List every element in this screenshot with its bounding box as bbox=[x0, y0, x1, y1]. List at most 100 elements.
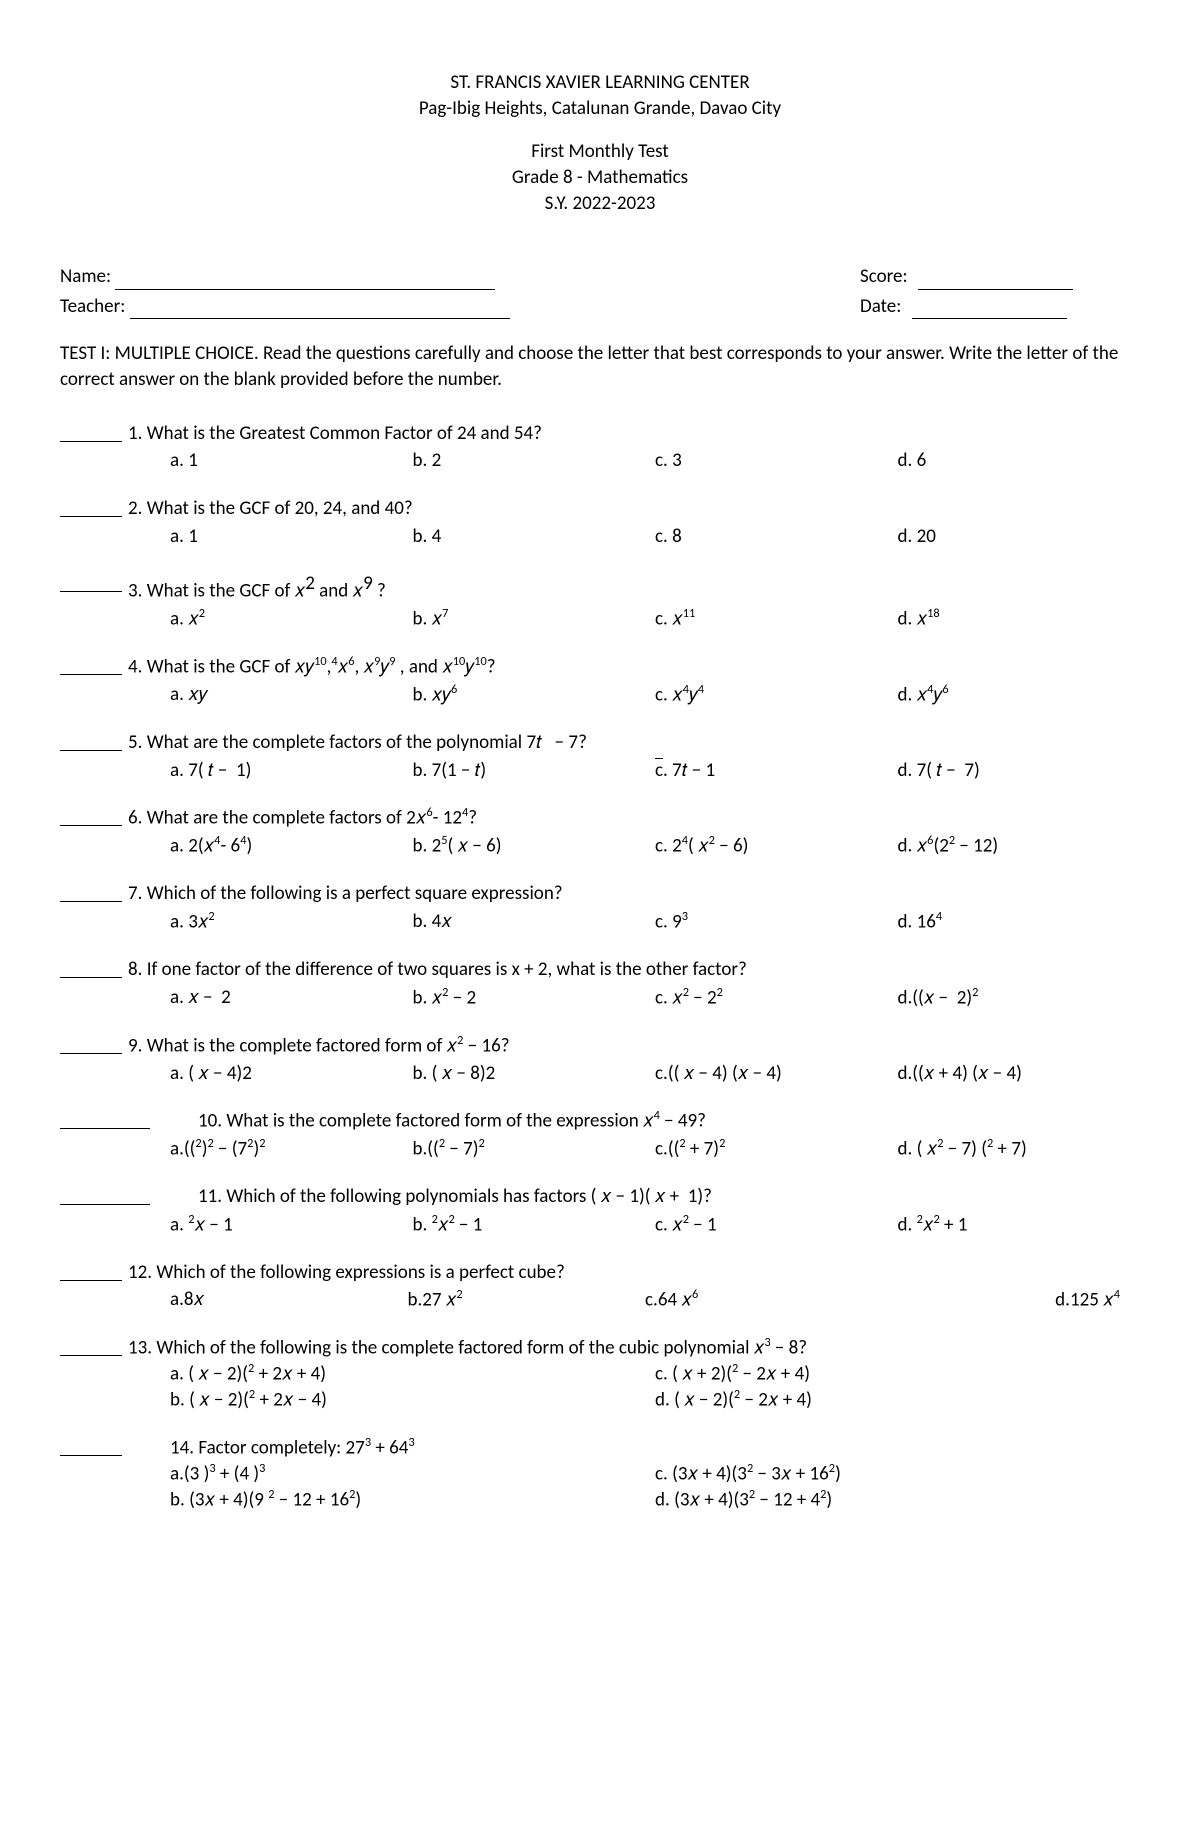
choice: c.((2 + 7)2 bbox=[655, 1136, 898, 1162]
choices-row: a. 𝑥𝑦b. 𝑥𝑦6c. 𝑥4𝑦4d. 𝑥4𝑦6 bbox=[60, 682, 1140, 708]
choice: a. ( 𝑥 − 4)2 bbox=[170, 1061, 413, 1087]
answer-blank[interactable] bbox=[60, 496, 122, 517]
choice: c. 24( 𝑥2 − 6) bbox=[655, 833, 898, 859]
choices-row: a.8𝑥b.27 𝑥2c.64 𝑥6d.125 𝑥4 bbox=[60, 1287, 1140, 1313]
choice: c.64 𝑥6 bbox=[645, 1287, 883, 1313]
choices-two-col: a.(3 )3 + (4 )3c. (3𝑥 + 4)(32 − 3𝑥 + 162… bbox=[60, 1461, 1140, 1513]
choice: d. 2𝑥2 + 1 bbox=[898, 1212, 1141, 1238]
answer-blank[interactable] bbox=[60, 571, 122, 592]
answer-blank[interactable] bbox=[60, 1108, 150, 1129]
choice: a.((2)2 − (72)2 bbox=[170, 1136, 413, 1162]
question-text: 8. If one factor of the difference of tw… bbox=[128, 957, 1140, 983]
choice: b. 𝑥2 − 2 bbox=[413, 985, 656, 1011]
name-field: Name: bbox=[60, 264, 860, 290]
instructions: TEST I: MULTIPLE CHOICE. Read the questi… bbox=[60, 341, 1140, 392]
choice: b. 2 bbox=[413, 448, 656, 474]
choice: d. (3𝑥 + 4)(32 − 12 + 42) bbox=[655, 1487, 1140, 1513]
choices-row: a. 2𝑥 − 1b. 2𝑥2 − 1c. 𝑥2 − 1d. 2𝑥2 + 1 bbox=[60, 1212, 1140, 1238]
choices-row: a. 7( 𝑡 − 1)b. 7(1 − 𝑡)c. 7𝑡 − 1d. 7( 𝑡 … bbox=[60, 758, 1140, 784]
choice: a. 2𝑥 − 1 bbox=[170, 1212, 413, 1238]
question-2: 2. What is the GCF of 20, 24, and 40?a. … bbox=[60, 496, 1140, 549]
school-address: Pag-Ibig Heights, Catalunan Grande, Dava… bbox=[60, 96, 1140, 122]
choice: d. 7( 𝑡 − 7) bbox=[898, 758, 1141, 784]
choice: b. ( 𝑥 − 8)2 bbox=[413, 1061, 656, 1087]
score-label: Score: bbox=[860, 265, 908, 288]
choice: c. 8 bbox=[655, 524, 898, 550]
choice: b.27 𝑥2 bbox=[408, 1287, 646, 1313]
choice: a. 1 bbox=[170, 524, 413, 550]
teacher-label: Teacher: bbox=[60, 295, 125, 318]
answer-blank[interactable] bbox=[60, 1184, 150, 1205]
choice: a.(3 )3 + (4 )3 bbox=[170, 1461, 655, 1487]
answer-blank[interactable] bbox=[60, 805, 122, 826]
choice: d. 𝑥18 bbox=[898, 606, 1141, 632]
question-5: 5. What are the complete factors of the … bbox=[60, 730, 1140, 783]
choices-row: a. 1b. 2c. 3d. 6 bbox=[60, 448, 1140, 474]
choice: a. 2(𝑥4- 64) bbox=[170, 833, 413, 859]
choices-row: a. 1b. 4c. 8d. 20 bbox=[60, 524, 1140, 550]
choice: c. 𝑥2 − 22 bbox=[655, 985, 898, 1011]
choice: a.8𝑥 bbox=[170, 1287, 408, 1313]
choice: b. 𝑥𝑦6 bbox=[413, 682, 656, 708]
choice: c. 𝑥11 bbox=[655, 606, 898, 632]
choice: b. 4𝑥 bbox=[413, 909, 656, 935]
answer-blank[interactable] bbox=[60, 1260, 122, 1281]
question-12: 12. Which of the following expressions i… bbox=[60, 1260, 1140, 1314]
choice: c. 7𝑡 − 1 bbox=[655, 758, 898, 784]
choices-row: a. 3𝑥2b. 4𝑥c. 93d. 164 bbox=[60, 909, 1140, 935]
choice: b. (3𝑥 + 4)(9 2 − 12 + 162) bbox=[170, 1487, 655, 1513]
answer-blank[interactable] bbox=[60, 421, 122, 442]
choices-row: a. 𝑥2b. 𝑥7c. 𝑥11d. 𝑥18 bbox=[60, 606, 1140, 632]
choice: c. 𝑥2 − 1 bbox=[655, 1212, 898, 1238]
test-title: First Monthly Test bbox=[60, 139, 1140, 165]
choice: c.(( 𝑥 − 4) (𝑥 − 4) bbox=[655, 1061, 898, 1087]
question-text: 14. Factor completely: 273 + 643 bbox=[128, 1435, 1140, 1461]
choice: c. (3𝑥 + 4)(32 − 3𝑥 + 162) bbox=[655, 1461, 1140, 1487]
teacher-field: Teacher: bbox=[60, 294, 860, 320]
choices-two-col: a. ( 𝑥 − 2)(2 + 2𝑥 + 4)c. ( 𝑥 + 2)(2 − 2… bbox=[60, 1361, 1140, 1413]
choice: a. 𝑥𝑦 bbox=[170, 682, 413, 708]
date-field: Date: bbox=[860, 294, 1140, 320]
choice: c. ( 𝑥 + 2)(2 − 2𝑥 + 4) bbox=[655, 1361, 1140, 1387]
question-text: 2. What is the GCF of 20, 24, and 40? bbox=[128, 496, 1140, 522]
choice: a. 1 bbox=[170, 448, 413, 474]
school-name: ST. FRANCIS XAVIER LEARNING CENTER bbox=[60, 70, 1140, 96]
question-9: 9. What is the complete factored form of… bbox=[60, 1033, 1140, 1087]
answer-blank[interactable] bbox=[60, 654, 122, 675]
choice: d. 6 bbox=[898, 448, 1141, 474]
choice: b. 25( 𝑥 − 6) bbox=[413, 833, 656, 859]
choices-row: a.((2)2 − (72)2b.((2 − 7)2c.((2 + 7)2d. … bbox=[60, 1136, 1140, 1162]
name-label: Name: bbox=[60, 265, 111, 288]
question-13: 13. Which of the following is the comple… bbox=[60, 1335, 1140, 1413]
school-year: S.Y. 2022-2023 bbox=[60, 191, 1140, 217]
question-text: 12. Which of the following expressions i… bbox=[128, 1260, 1140, 1286]
question-text: 9. What is the complete factored form of… bbox=[128, 1033, 1140, 1059]
choice: d. 20 bbox=[898, 524, 1141, 550]
question-14: 14. Factor completely: 273 + 643a.(3 )3 … bbox=[60, 1435, 1140, 1513]
question-text: 10. What is the complete factored form o… bbox=[156, 1108, 1140, 1134]
choice: d. 𝑥6(22 − 12) bbox=[898, 833, 1141, 859]
choice: d. ( 𝑥2 − 7) (2 + 7) bbox=[898, 1136, 1141, 1162]
question-3: 3. What is the GCF of 𝑥2 and 𝑥9 ?a. 𝑥2b.… bbox=[60, 571, 1140, 632]
answer-blank[interactable] bbox=[60, 957, 122, 978]
question-text: 1. What is the Greatest Common Factor of… bbox=[128, 421, 1140, 447]
choices-row: a. 𝑥 − 2b. 𝑥2 − 2c. 𝑥2 − 22d.((𝑥 − 2)2 bbox=[60, 985, 1140, 1011]
question-text: 4. What is the GCF of 𝑥𝑦10,4𝑥6, 𝑥9𝑦9 , a… bbox=[128, 654, 1140, 680]
answer-blank[interactable] bbox=[60, 1335, 122, 1356]
choice: a. 3𝑥2 bbox=[170, 909, 413, 935]
choices-row: a. 2(𝑥4- 64)b. 25( 𝑥 − 6)c. 24( 𝑥2 − 6)d… bbox=[60, 833, 1140, 859]
choice: a. 𝑥 − 2 bbox=[170, 985, 413, 1011]
answer-blank[interactable] bbox=[60, 730, 122, 751]
question-4: 4. What is the GCF of 𝑥𝑦10,4𝑥6, 𝑥9𝑦9 , a… bbox=[60, 654, 1140, 708]
answer-blank[interactable] bbox=[60, 881, 122, 902]
choice: a. 7( 𝑡 − 1) bbox=[170, 758, 413, 784]
question-text: 13. Which of the following is the comple… bbox=[128, 1335, 1140, 1361]
choice: d.((𝑥 + 4) (𝑥 − 4) bbox=[898, 1061, 1141, 1087]
choice: b. 4 bbox=[413, 524, 656, 550]
answer-blank[interactable] bbox=[60, 1435, 122, 1456]
question-7: 7. Which of the following is a perfect s… bbox=[60, 881, 1140, 935]
answer-blank[interactable] bbox=[60, 1033, 122, 1054]
grade-subject: Grade 8 - Mathematics bbox=[60, 165, 1140, 191]
question-text: 6. What are the complete factors of 2𝑥6-… bbox=[128, 805, 1140, 831]
choice: d. 𝑥4𝑦6 bbox=[898, 682, 1141, 708]
